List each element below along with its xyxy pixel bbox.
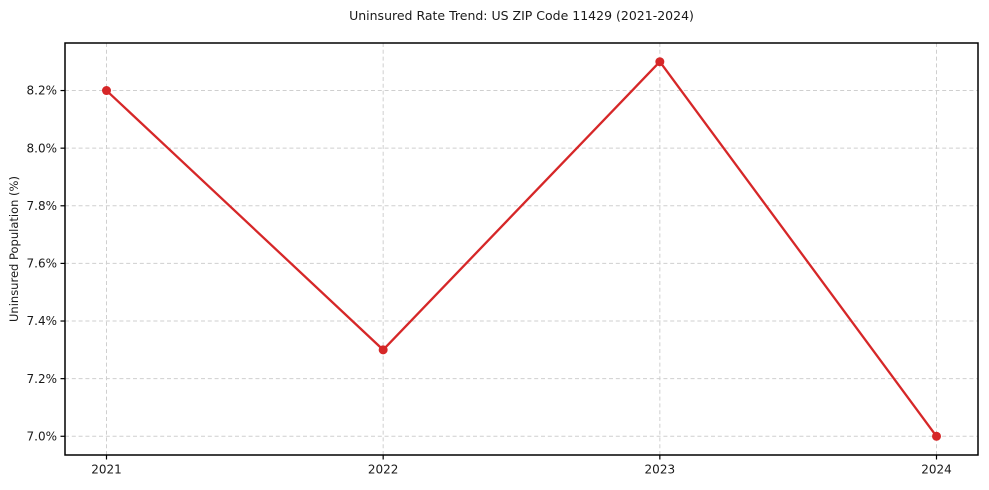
x-tick-label: 2022 (368, 463, 399, 477)
data-point-2022 (378, 345, 388, 355)
trend-line (105, 60, 938, 438)
data-point-2023 (655, 57, 665, 67)
y-tick-label: 7.4% (27, 314, 58, 328)
plot-border (64, 42, 979, 456)
y-tick-label: 7.0% (27, 429, 58, 443)
x-tick-label: 2023 (645, 463, 676, 477)
y-tick-label: 8.0% (27, 141, 58, 155)
x-tick-label: 2021 (91, 463, 122, 477)
y-tick-label: 7.6% (27, 257, 58, 271)
data-point-2024 (932, 431, 941, 441)
y-tick-label: 8.2% (27, 84, 58, 98)
x-tick-label: 2024 (921, 463, 952, 477)
y-tick-label: 7.2% (27, 372, 58, 386)
y-tick-label: 7.8% (27, 199, 58, 213)
data-point-2021 (102, 86, 111, 96)
chart-title: Uninsured Rate Trend: US ZIP Code 11429 … (349, 8, 694, 23)
